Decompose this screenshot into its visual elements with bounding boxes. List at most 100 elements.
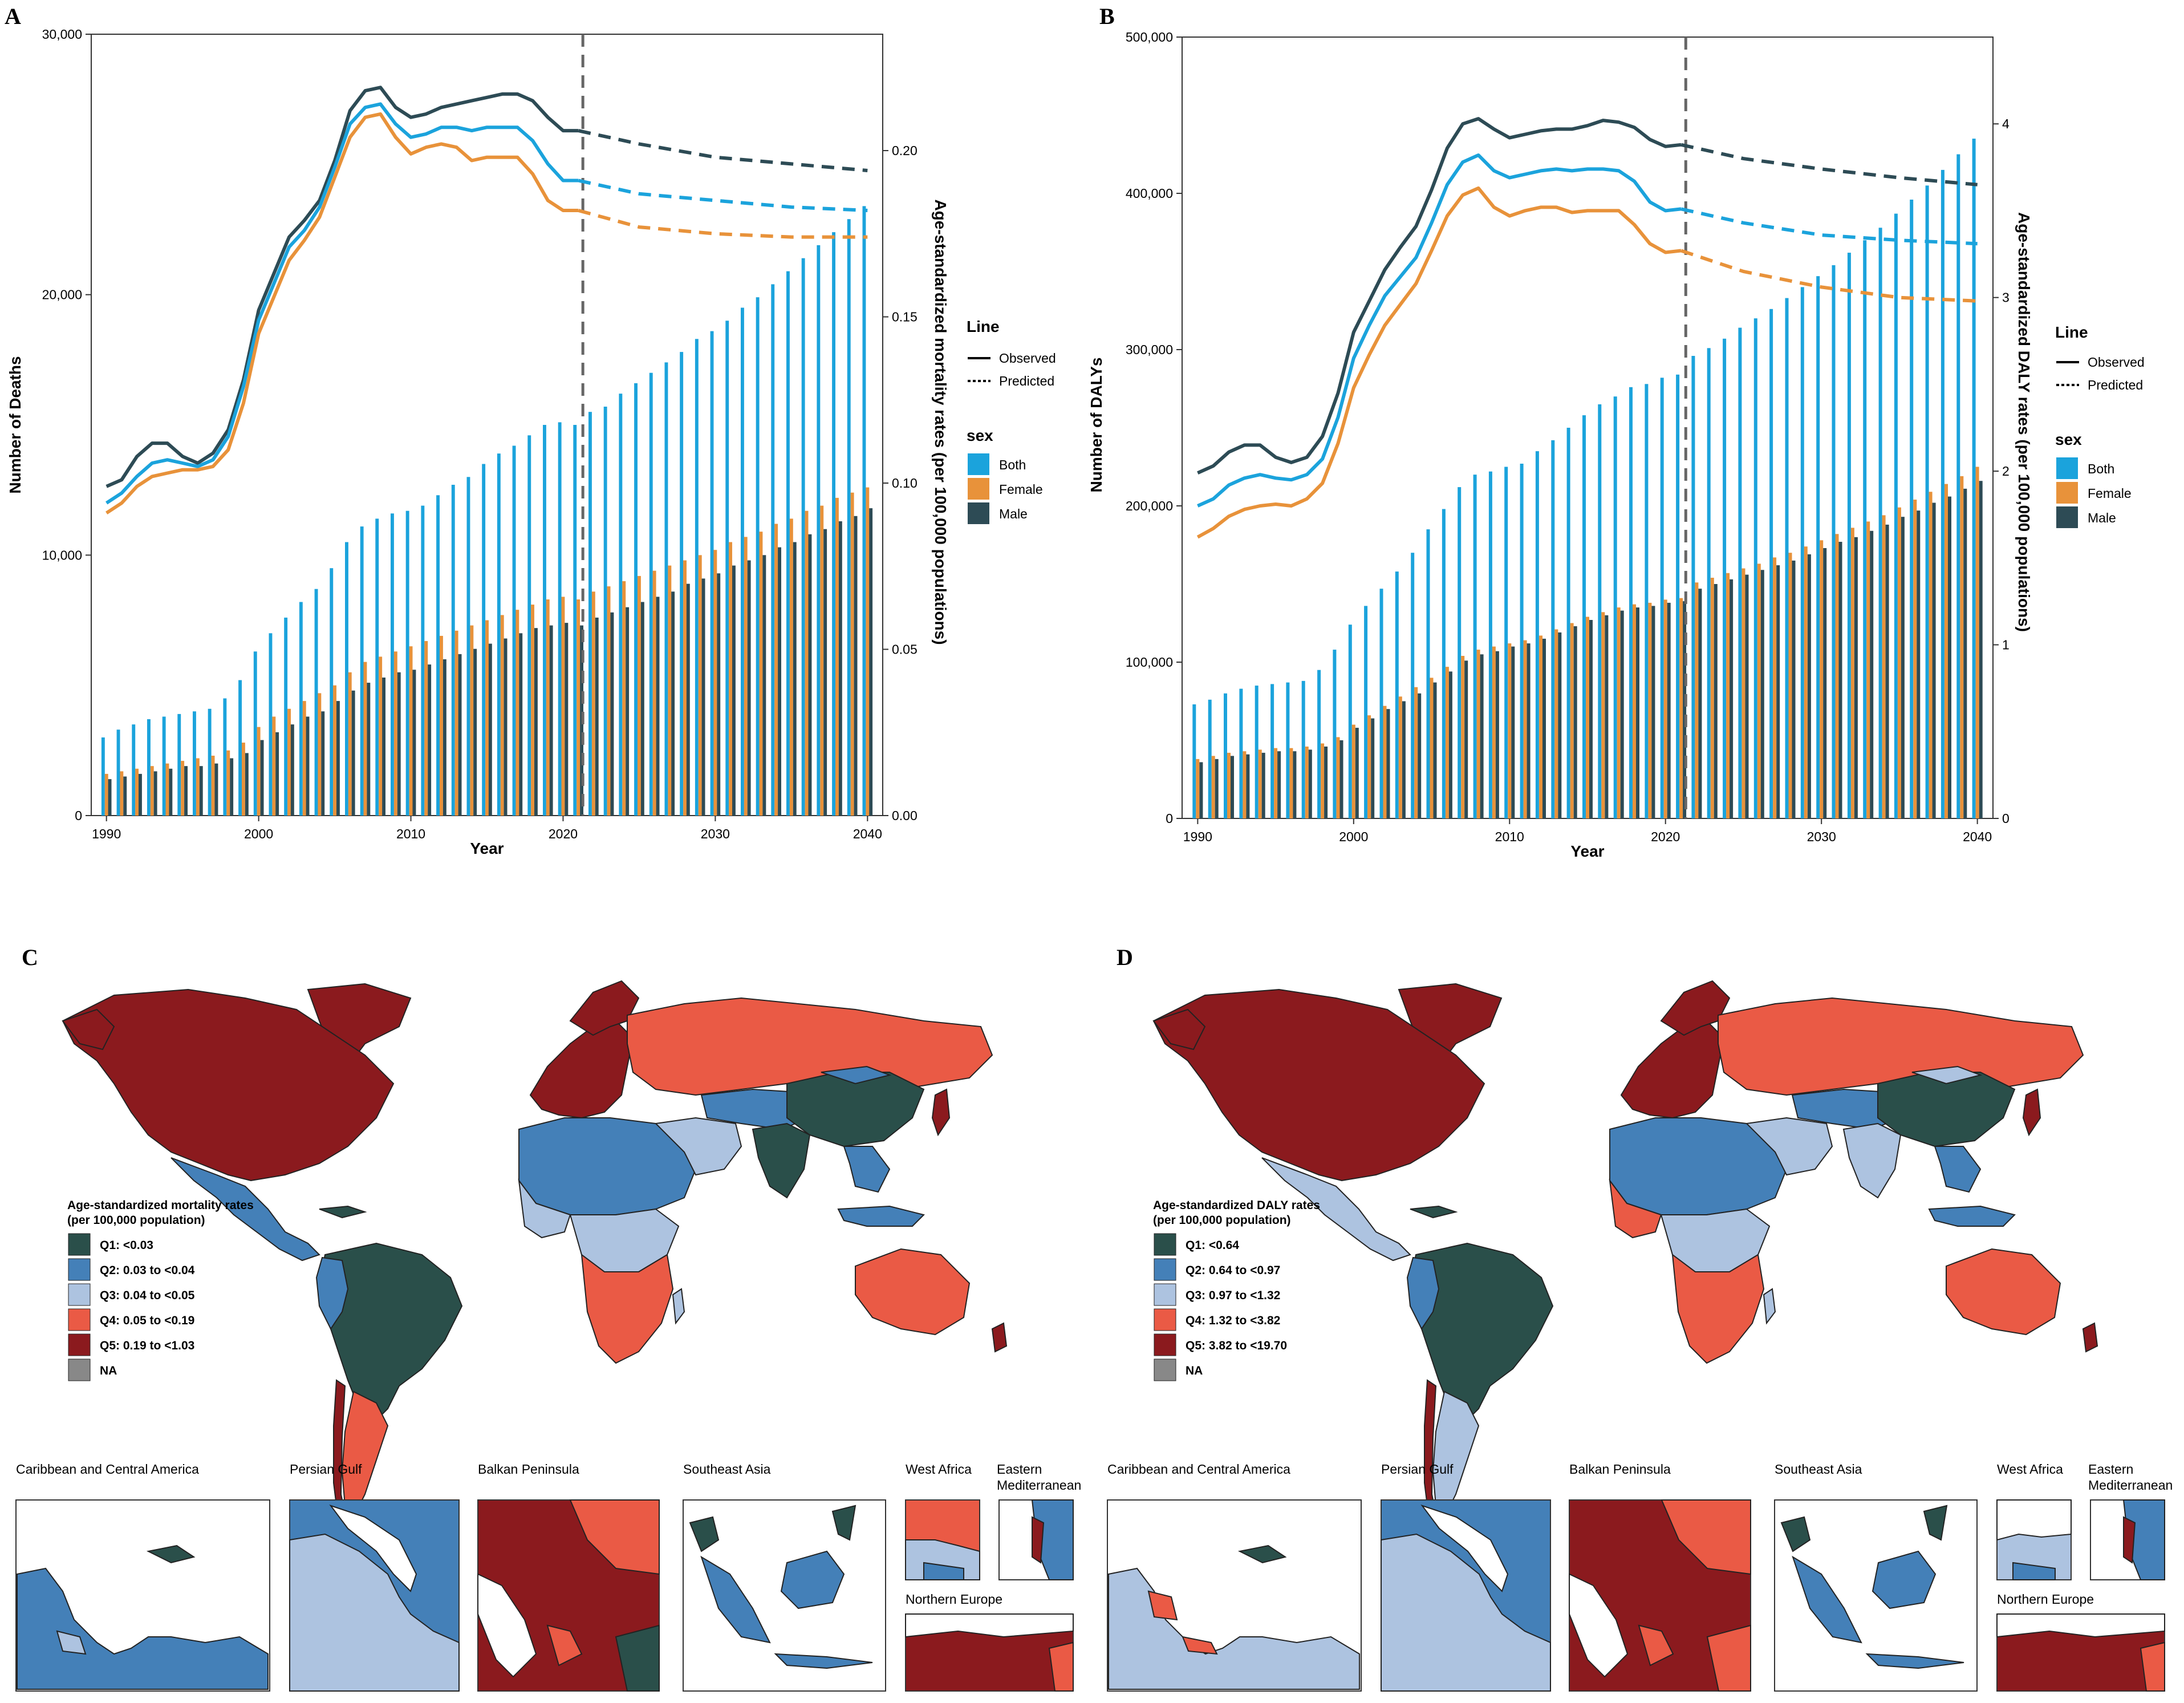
bar-male-2032 bbox=[1854, 537, 1858, 818]
panel-b-y-left-title: Number of DALYs bbox=[1087, 357, 1105, 492]
panel-b: B 1990 2000 2010 2020 2030 2040 0 100,000 200,00… bbox=[1087, 3, 2145, 860]
bar-both-2012 bbox=[1535, 451, 1539, 818]
bar-male-2030 bbox=[1823, 548, 1827, 818]
inset-balkan-title: Balkan Peninsula bbox=[478, 1462, 579, 1477]
inset-east-med bbox=[2090, 1499, 2165, 1580]
europe-shape bbox=[1620, 1020, 1725, 1119]
inset-east-med-title-1: Eastern bbox=[2088, 1462, 2133, 1477]
bar-female-2027 bbox=[1773, 557, 1777, 818]
legend-both-swatch bbox=[2056, 457, 2078, 479]
bar-female-2029 bbox=[698, 555, 702, 816]
bar-both-1992 bbox=[132, 724, 136, 816]
bar-both-2024 bbox=[1723, 338, 1727, 818]
bar-male-1992 bbox=[1231, 756, 1234, 818]
bar-both-2002 bbox=[1379, 589, 1383, 818]
bar-female-2010 bbox=[1508, 643, 1512, 818]
bar-both-2038 bbox=[832, 232, 835, 816]
bar-both-2025 bbox=[1738, 327, 1742, 818]
legend-both-label: Both bbox=[2088, 461, 2114, 476]
bar-both-2031 bbox=[725, 321, 729, 816]
bar-female-2020 bbox=[1663, 599, 1667, 818]
inset-caribbean bbox=[15, 1499, 270, 1692]
bar-male-2014 bbox=[1573, 626, 1577, 818]
bar-male-2018 bbox=[534, 628, 538, 816]
bar-male-2009 bbox=[397, 672, 401, 816]
bar-both-2024 bbox=[619, 394, 623, 816]
line-observed-female bbox=[105, 112, 579, 515]
bar-male-2011 bbox=[1527, 643, 1531, 818]
bar-both-2030 bbox=[1816, 276, 1820, 818]
y-right-tick-label: 0.05 bbox=[892, 642, 918, 657]
bar-male-2001 bbox=[1371, 718, 1375, 818]
inset-west-africa bbox=[905, 1499, 980, 1580]
bar-both-2028 bbox=[1785, 298, 1789, 818]
india-shape bbox=[752, 1122, 811, 1199]
bar-male-1999 bbox=[245, 753, 249, 816]
bar-male-2035 bbox=[793, 542, 797, 816]
bar-both-2010 bbox=[405, 510, 409, 816]
bar-both-2018 bbox=[1629, 387, 1633, 818]
bar-both-2017 bbox=[512, 445, 516, 816]
bar-male-1998 bbox=[230, 758, 234, 816]
map-c-legend-title-2: (per 100,000 population) bbox=[67, 1214, 205, 1227]
bar-both-2032 bbox=[1847, 253, 1851, 819]
bar-male-2037 bbox=[1932, 502, 1936, 818]
bar-male-2012 bbox=[443, 659, 446, 816]
x-tick-label: 2000 bbox=[244, 826, 273, 841]
bar-male-2025 bbox=[640, 602, 644, 816]
x-tick-label: 2030 bbox=[1807, 829, 1836, 844]
bar-both-2033 bbox=[756, 297, 760, 816]
map-d-q2-swatch bbox=[1154, 1258, 1176, 1281]
legend-male-label: Male bbox=[999, 506, 1028, 521]
bar-female-2040 bbox=[1975, 467, 1979, 818]
map-d-na-swatch bbox=[1154, 1359, 1176, 1381]
bar-male-2039 bbox=[1963, 488, 1967, 818]
bar-female-2038 bbox=[1945, 484, 1948, 818]
y-right-tick-label: 0.00 bbox=[892, 808, 918, 823]
legend-male-swatch bbox=[968, 502, 989, 524]
bar-male-2022 bbox=[595, 617, 599, 816]
y-left-tick-label: 300,000 bbox=[1126, 342, 1173, 357]
bar-male-2018 bbox=[1636, 607, 1639, 818]
map-c-q4-label: Q4: 0.05 to <0.19 bbox=[100, 1314, 194, 1327]
bar-both-2011 bbox=[421, 505, 425, 816]
bar-female-1999 bbox=[1336, 737, 1340, 818]
panel-b-x-title: Year bbox=[1570, 842, 1604, 860]
bar-female-2007 bbox=[1461, 656, 1465, 818]
north-america-shape bbox=[62, 988, 395, 1182]
bar-both-2026 bbox=[649, 372, 653, 816]
legend-male-swatch bbox=[2056, 506, 2078, 528]
y-right-tick-label: 0.20 bbox=[892, 143, 918, 158]
legend-line-title: Line bbox=[2055, 323, 2088, 341]
y-right-tick-label: 2 bbox=[2002, 464, 2010, 479]
inset-persian-gulf bbox=[289, 1499, 460, 1692]
map-c-q3-swatch bbox=[68, 1283, 91, 1306]
bar-male-1993 bbox=[153, 771, 157, 816]
bar-both-1998 bbox=[223, 698, 227, 816]
legend-female-label: Female bbox=[2088, 486, 2132, 501]
bar-female-2034 bbox=[774, 524, 778, 816]
y-right-tick-label: 4 bbox=[2002, 116, 2010, 131]
bar-both-2027 bbox=[1769, 309, 1773, 818]
new-zealand-shape bbox=[991, 1322, 1008, 1353]
bar-female-2037 bbox=[820, 505, 824, 816]
panel-b-chart: 1990 2000 2010 2020 2030 2040 0 100,000 200,000 3… bbox=[1126, 30, 2010, 844]
legend-predicted-label: Predicted bbox=[2088, 378, 2143, 392]
bar-both-2021 bbox=[573, 425, 577, 816]
line-observed-female bbox=[1196, 186, 1682, 539]
bar-female-2020 bbox=[561, 597, 565, 816]
panel-d-letter: D bbox=[1117, 944, 1133, 970]
bar-both-2029 bbox=[1800, 287, 1804, 818]
bar-male-2029 bbox=[701, 578, 705, 816]
bar-male-2001 bbox=[275, 732, 279, 816]
map-c-q1-swatch bbox=[68, 1233, 91, 1256]
bar-both-2007 bbox=[360, 526, 364, 816]
map-d-q1-swatch bbox=[1154, 1233, 1176, 1256]
bar-female-2026 bbox=[652, 570, 656, 816]
southern-africa-shape bbox=[580, 1253, 674, 1364]
bar-male-1990 bbox=[1199, 762, 1203, 818]
bar-female-1993 bbox=[1243, 751, 1247, 818]
bar-female-2025 bbox=[1741, 568, 1745, 818]
y-left-tick-label: 500,000 bbox=[1126, 30, 1173, 44]
bar-both-2013 bbox=[1551, 440, 1555, 818]
